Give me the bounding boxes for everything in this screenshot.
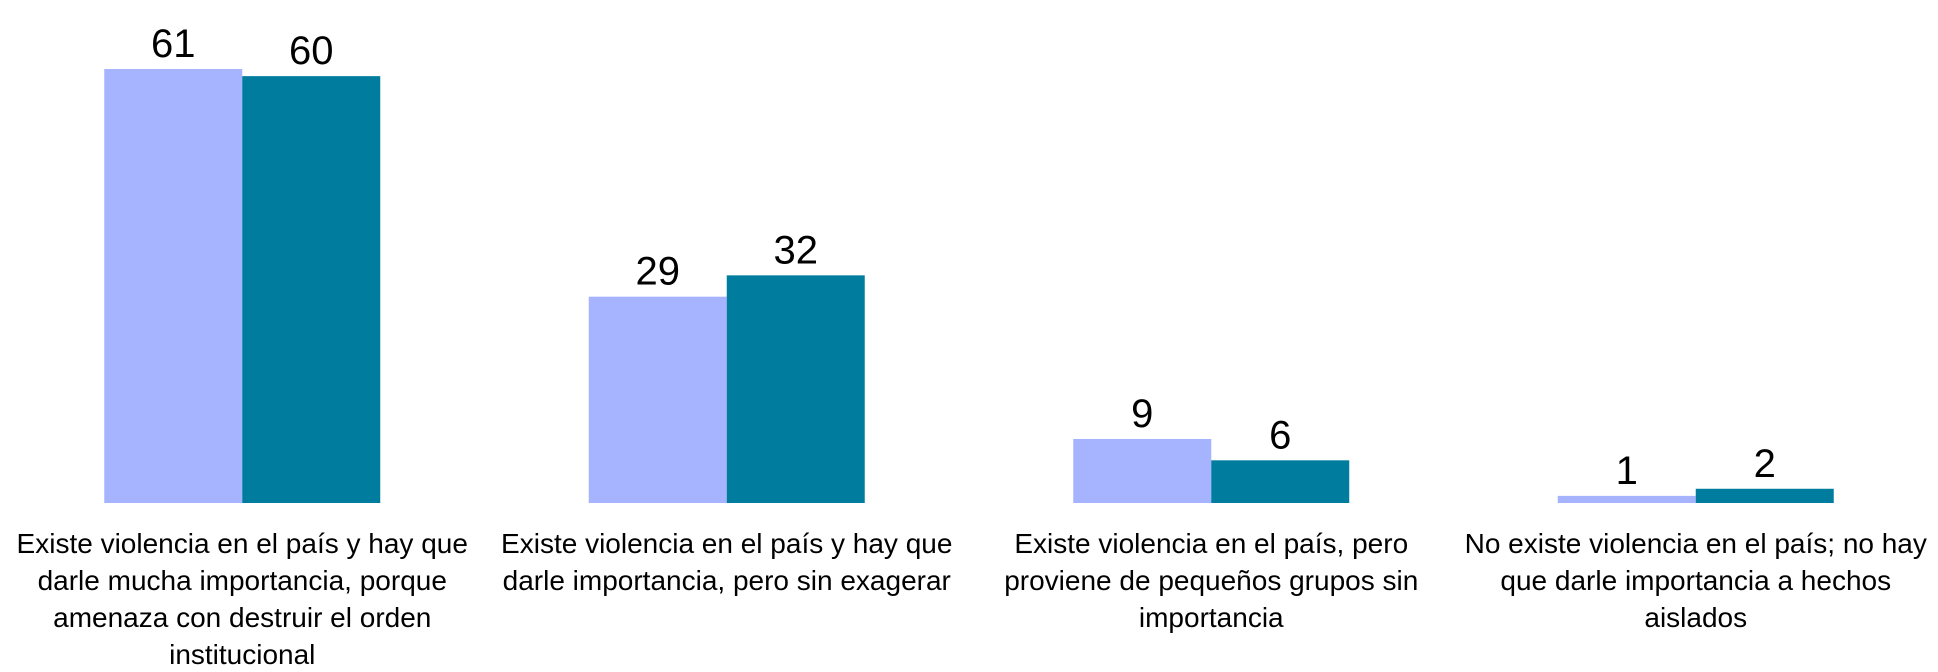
bar [1695,488,1834,503]
value-label: 1 [1616,449,1638,493]
bar [104,69,243,504]
x-tick-label: Existe violencia en el país y hay que da… [16,528,468,670]
bar [1073,438,1212,503]
value-label: 2 [1754,442,1776,486]
bar [1557,495,1696,503]
x-tick-label: Existe violencia en el país y hay que da… [501,528,953,596]
value-label: 61 [151,22,196,66]
value-label: 9 [1131,392,1153,436]
bar [1211,460,1350,503]
value-label: 6 [1269,413,1291,457]
x-tick-label: No existe violencia en el país; no hay q… [1464,528,1927,633]
value-label: 60 [289,29,334,73]
bar [726,275,865,503]
bar [588,296,727,503]
bar [242,76,381,504]
value-label: 29 [636,250,681,294]
x-tick-label: Existe violencia en el país, pero provie… [1004,528,1419,633]
value-label: 32 [774,228,819,272]
